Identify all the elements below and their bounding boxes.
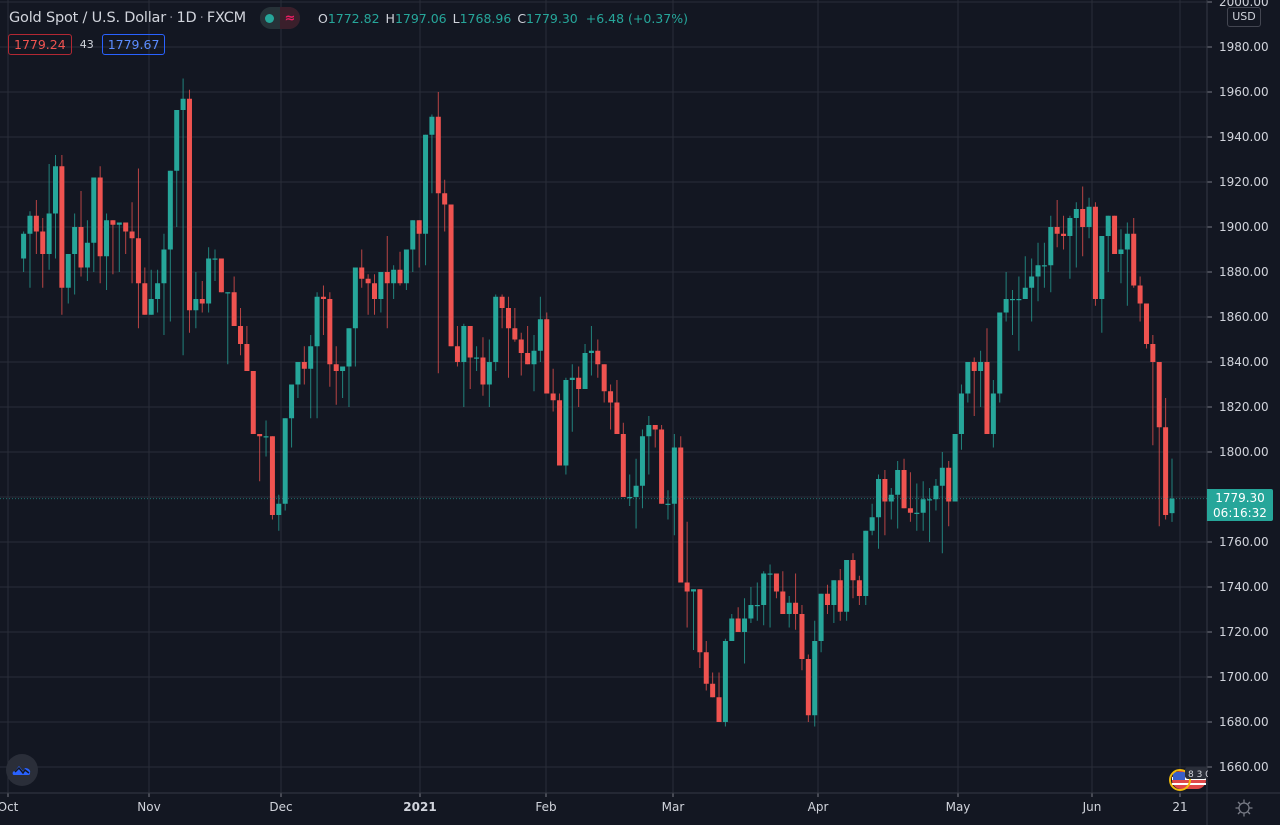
time-axis-label: 21 <box>1172 800 1188 814</box>
price-axis-label: 1760.00 <box>1219 535 1269 549</box>
price-axis-label: 1960.00 <box>1219 85 1269 99</box>
price-axis-label: 1920.00 <box>1219 175 1269 189</box>
last-price-label: 1779.30 06:16:32 <box>1207 489 1273 521</box>
wave-icon[interactable]: ≈ <box>279 7 300 29</box>
price-axis-label: 1880.00 <box>1219 265 1269 279</box>
price-axis-label: 1700.00 <box>1219 670 1269 684</box>
time-axis-label: Feb <box>535 800 557 814</box>
sell-price-button[interactable]: 1779.24 <box>8 34 72 55</box>
change-value: +6.48 (+0.37%) <box>585 10 688 26</box>
ohlc-values: O 1772.82 H 1797.06 L 1768.96 C 1779.30 +6.4… <box>318 11 688 26</box>
interval-label[interactable]: 1D <box>176 10 197 26</box>
price-axis-label: 1900.00 <box>1219 220 1269 234</box>
exchange-label: FXCM <box>206 10 246 26</box>
time-axis-label: May <box>945 800 971 814</box>
spread-value: 43 <box>79 38 94 51</box>
time-axis-label: Apr <box>807 800 829 814</box>
open-label: O <box>317 10 328 26</box>
us-flag-economic-event-icon[interactable]: 8 3 0 <box>1166 766 1211 792</box>
time-axis-label: Nov <box>137 800 161 814</box>
series-toggle[interactable]: ≈ <box>259 7 300 29</box>
time-axis-label: Jun <box>1082 800 1102 814</box>
dot-icon[interactable] <box>259 7 280 29</box>
low-label: L <box>452 10 460 26</box>
close-value: 1779.30 <box>526 10 578 26</box>
bar-countdown: 06:16:32 <box>1213 506 1267 520</box>
time-axis-label: Oct <box>0 800 19 814</box>
buy-price-button[interactable]: 1779.67 <box>101 34 166 55</box>
tradingview-cloud-icon[interactable] <box>6 754 38 786</box>
close-label: C <box>517 10 527 26</box>
price-axis-label: 2000.00 <box>1219 0 1269 9</box>
time-axis-label: 2021 <box>403 800 437 814</box>
price-axis-label: 1840.00 <box>1219 355 1269 369</box>
bid-ask-panel: 1779.24 43 1779.67 <box>8 34 166 55</box>
svg-text:8 3 0: 8 3 0 <box>1188 770 1208 780</box>
currency-button[interactable]: USD <box>1227 7 1261 27</box>
price-axis-label: 1860.00 <box>1219 310 1269 324</box>
price-axis-label: 1820.00 <box>1219 400 1269 414</box>
last-price: 1779.30 <box>1215 491 1265 505</box>
separator: · <box>169 10 174 26</box>
price-axis-label: 1680.00 <box>1219 715 1269 729</box>
open-value: 1772.82 <box>327 10 380 26</box>
low-value: 1768.96 <box>459 10 512 26</box>
price-axis-label: 1800.00 <box>1219 445 1269 459</box>
gear-icon[interactable] <box>1234 798 1254 818</box>
price-axis-label: 1940.00 <box>1219 130 1269 144</box>
symbol-title[interactable]: Gold Spot / U.S. Dollar <box>9 10 167 26</box>
price-axis-label: 1740.00 <box>1219 580 1269 594</box>
price-axis-label: 1980.00 <box>1219 40 1269 54</box>
separator: · <box>199 10 204 26</box>
time-axis-label: Dec <box>269 800 293 814</box>
price-axis-label: 1660.00 <box>1219 760 1269 774</box>
high-label: H <box>385 10 395 26</box>
time-axis-label: Mar <box>661 800 685 814</box>
high-value: 1797.06 <box>394 10 447 26</box>
price-axis-label: 1720.00 <box>1219 625 1269 639</box>
